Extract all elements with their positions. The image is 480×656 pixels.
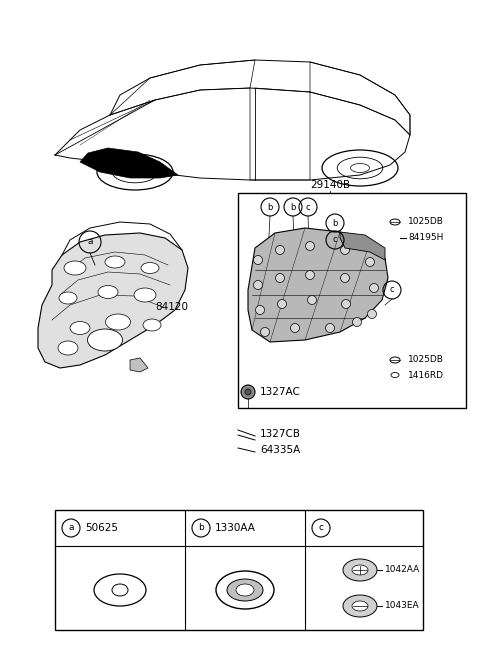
Text: 1330AA: 1330AA [215,523,256,533]
Text: 1043EA: 1043EA [385,602,420,611]
Ellipse shape [106,314,131,330]
Circle shape [276,245,285,255]
Text: c: c [333,236,337,245]
Text: a: a [87,237,93,247]
Ellipse shape [352,601,368,611]
Polygon shape [80,148,178,178]
Text: 1042AA: 1042AA [385,565,420,575]
Circle shape [308,295,316,304]
Ellipse shape [105,256,125,268]
Circle shape [276,274,285,283]
Text: 84195H: 84195H [408,234,444,243]
Ellipse shape [98,285,118,298]
Text: b: b [290,203,296,211]
Text: b: b [332,218,338,228]
Ellipse shape [58,341,78,355]
Text: 1327AC: 1327AC [260,387,301,397]
Polygon shape [38,233,188,368]
Ellipse shape [216,571,274,609]
Text: 1416RD: 1416RD [408,371,444,380]
Text: a: a [68,523,74,533]
Bar [55,510,423,630]
Ellipse shape [343,595,377,617]
Ellipse shape [112,584,128,596]
Circle shape [290,323,300,333]
Circle shape [365,258,374,266]
Ellipse shape [87,329,122,351]
Text: 50625: 50625 [85,523,118,533]
Ellipse shape [141,262,159,274]
Polygon shape [248,228,388,342]
Circle shape [325,323,335,333]
Circle shape [255,306,264,314]
Polygon shape [340,232,385,260]
Text: 1025DB: 1025DB [408,356,444,365]
Polygon shape [130,358,148,372]
Circle shape [368,310,376,319]
Circle shape [352,318,361,327]
Ellipse shape [352,565,368,575]
Text: b: b [198,523,204,533]
Ellipse shape [236,584,254,596]
Ellipse shape [64,261,86,275]
Ellipse shape [59,292,77,304]
Circle shape [305,270,314,279]
Circle shape [253,281,263,289]
Ellipse shape [227,579,263,601]
Text: b: b [267,203,273,211]
Circle shape [253,255,263,264]
Text: c: c [306,203,310,211]
Circle shape [305,241,314,251]
Text: 29140B: 29140B [310,180,350,190]
Ellipse shape [94,574,146,606]
Text: 84120: 84120 [155,302,188,312]
Circle shape [241,385,255,399]
Text: c: c [319,523,324,533]
Bar [238,193,466,408]
Circle shape [340,245,349,255]
Text: 1025DB: 1025DB [408,218,444,226]
Text: 64335A: 64335A [260,445,300,455]
Circle shape [341,300,350,308]
Ellipse shape [343,559,377,581]
Ellipse shape [134,288,156,302]
Text: c: c [390,285,394,295]
Text: 1327CB: 1327CB [260,429,301,439]
Ellipse shape [70,321,90,335]
Circle shape [261,327,269,337]
Circle shape [340,274,349,283]
Circle shape [245,389,251,395]
Circle shape [277,300,287,308]
Circle shape [370,283,379,293]
Ellipse shape [143,319,161,331]
